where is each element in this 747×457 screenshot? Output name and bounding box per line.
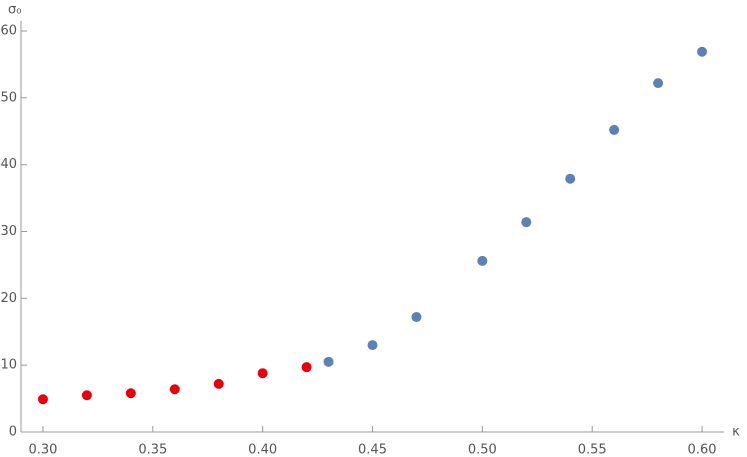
y-tick-label: 0: [9, 425, 17, 440]
point: [697, 46, 708, 57]
point: [125, 388, 136, 399]
y-tick-label: 60: [0, 24, 17, 39]
point: [521, 217, 532, 228]
x-tick-label: 0.60: [688, 443, 717, 457]
x-tick-label: 0.30: [28, 443, 57, 457]
point: [257, 368, 268, 379]
point: [411, 312, 422, 323]
point: [213, 378, 224, 389]
point: [37, 394, 48, 405]
y-tick-label: 30: [0, 224, 17, 239]
x-tick-label: 0.40: [248, 443, 277, 457]
y-axis-label: σ₀: [8, 3, 21, 18]
x-tick-label: 0.35: [138, 443, 167, 457]
point: [367, 340, 378, 351]
point: [653, 78, 664, 89]
point: [81, 390, 92, 401]
y-tick-label: 10: [0, 358, 17, 373]
y-tick-label: 20: [0, 291, 17, 306]
y-tick-label: 40: [0, 157, 17, 172]
y-tick-label: 50: [0, 90, 17, 105]
x-tick-label: 0.50: [468, 443, 497, 457]
x-tick-label: 0.45: [358, 443, 387, 457]
x-axis-label: κ: [732, 425, 740, 440]
point: [301, 362, 312, 373]
point: [477, 255, 488, 266]
point: [323, 356, 334, 367]
point: [565, 173, 576, 184]
point: [169, 384, 180, 395]
x-tick-label: 0.55: [578, 443, 607, 457]
point: [609, 124, 620, 135]
